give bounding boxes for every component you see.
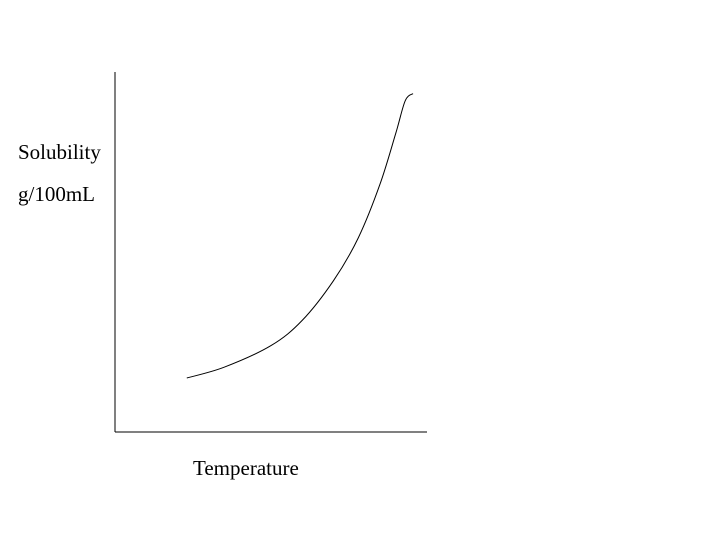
series-line-0: [186, 93, 414, 379]
y-axis-label-line-2: g/100mL: [18, 182, 95, 206]
x-axis-label: Temperature: [193, 456, 299, 480]
y-axis-label-line-1: Solubility: [18, 140, 101, 164]
series-layer: [186, 93, 414, 379]
